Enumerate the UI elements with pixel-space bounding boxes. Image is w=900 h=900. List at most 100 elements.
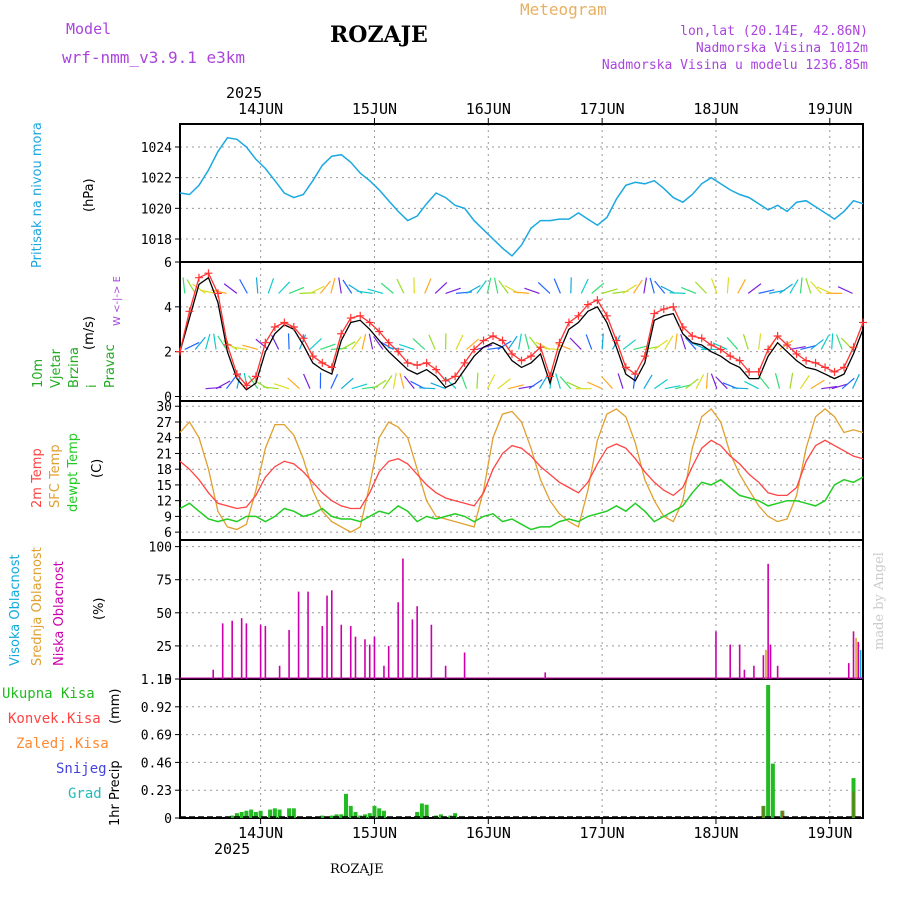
day-label-top: 15JUN bbox=[352, 100, 397, 118]
wind-direction-arrow bbox=[680, 334, 687, 350]
y-tick-label: 6 bbox=[164, 526, 172, 541]
wind-direction-arrow bbox=[455, 334, 464, 350]
wind-direction-arrow bbox=[674, 333, 678, 350]
wind-direction-arrow bbox=[810, 379, 825, 390]
wind-direction-arrow bbox=[559, 376, 572, 390]
wind-direction-arrow bbox=[680, 286, 697, 294]
precip-total-bar bbox=[377, 808, 382, 818]
wind-direction-arrow bbox=[622, 339, 637, 350]
wind-direction-arrow bbox=[205, 333, 211, 350]
precip-total-bar bbox=[253, 811, 258, 818]
wind-direction-arrow bbox=[215, 380, 231, 390]
y-tick-label: 50 bbox=[156, 607, 172, 622]
wind-direction-arrow bbox=[396, 278, 405, 294]
wind-gust-marker bbox=[840, 363, 849, 372]
wind-direction-arrow bbox=[382, 375, 393, 390]
y-tick-label: 15 bbox=[156, 479, 172, 494]
precip-total-bar bbox=[419, 803, 424, 818]
wind-direction-arrow bbox=[223, 283, 238, 294]
wind-gust-marker bbox=[337, 329, 346, 338]
wind-direction-arrow bbox=[580, 278, 589, 294]
wind-direction-arrow bbox=[231, 346, 248, 351]
wind-direction-arrow bbox=[392, 372, 397, 389]
wind-direction-arrow bbox=[831, 333, 834, 350]
temp-2m-line bbox=[179, 439, 864, 510]
y-tick-label: 30 bbox=[156, 400, 172, 415]
wind-direction-arrow bbox=[566, 381, 582, 390]
wind-gust-marker bbox=[669, 302, 678, 311]
cloud-low-bar bbox=[307, 591, 309, 679]
day-label-bottom: 16JUN bbox=[466, 824, 511, 842]
wind-direction-arrow bbox=[444, 376, 457, 390]
wind-gust-marker bbox=[327, 363, 336, 372]
wind-gust-marker bbox=[299, 334, 308, 343]
wind-direction-arrow bbox=[742, 333, 749, 350]
wind-direction-arrow bbox=[303, 373, 311, 389]
wind-direction-arrow bbox=[852, 373, 860, 389]
cloud-low-bar bbox=[430, 624, 433, 679]
wind-direction-arrow bbox=[373, 336, 384, 350]
cloud-low-bar bbox=[240, 618, 243, 679]
cloud-low-bar bbox=[354, 636, 357, 679]
wind-direction-arrow bbox=[553, 278, 561, 294]
wind-direction-arrow bbox=[430, 382, 446, 390]
wind-gust-marker bbox=[650, 309, 659, 318]
wind-direction-arrow bbox=[287, 333, 290, 350]
wind-direction-arrow bbox=[774, 373, 781, 389]
y-tick-label: 0.92 bbox=[141, 701, 172, 716]
wind-gust-marker bbox=[612, 336, 621, 345]
cloud-low-bar bbox=[373, 636, 376, 679]
panel-frame bbox=[179, 539, 864, 680]
wind-direction-arrow bbox=[585, 334, 593, 350]
wind-direction-arrow bbox=[747, 283, 762, 294]
wind-direction-arrow bbox=[309, 337, 322, 350]
precip-total-bar bbox=[766, 685, 771, 818]
panel-frame bbox=[179, 261, 864, 402]
wind-gust-marker bbox=[583, 300, 592, 309]
wind-direction-arrow bbox=[424, 278, 432, 294]
wind-direction-arrow bbox=[632, 279, 643, 294]
wind-direction-arrow bbox=[789, 345, 806, 351]
wind-gust-marker bbox=[849, 343, 858, 352]
precip-total-bar bbox=[239, 811, 244, 818]
cloud-low-bar bbox=[738, 644, 741, 679]
wind-direction-arrow bbox=[217, 335, 227, 350]
wind-direction-arrow bbox=[239, 279, 248, 294]
wind-direction-arrow bbox=[587, 381, 603, 390]
precip-total-bar bbox=[372, 805, 377, 818]
wind-direction-arrow bbox=[715, 376, 728, 390]
day-label-top: 16JUN bbox=[466, 100, 511, 118]
wind-gust-marker bbox=[593, 296, 602, 305]
wind-direction-arrow bbox=[821, 385, 838, 390]
wind-direction-arrow bbox=[226, 375, 237, 390]
wind-gust-marker bbox=[289, 323, 298, 332]
wind-direction-arrow bbox=[192, 283, 206, 294]
wind-gust-marker bbox=[526, 352, 535, 361]
wind-gust-marker bbox=[545, 372, 554, 381]
wind-direction-arrow bbox=[486, 277, 492, 294]
wind-direction-arrow bbox=[810, 339, 824, 350]
wind-direction-arrow bbox=[684, 337, 697, 350]
wind-gust-marker bbox=[764, 345, 773, 354]
wind-direction-arrow bbox=[799, 277, 803, 294]
wind-gust-marker bbox=[308, 352, 317, 361]
wind-gust-marker bbox=[754, 367, 763, 376]
day-label-bottom: 17JUN bbox=[580, 824, 625, 842]
wind-direction-arrow bbox=[726, 337, 739, 350]
station-title: ROZAJE bbox=[330, 22, 428, 48]
wind-direction-arrow bbox=[617, 373, 624, 389]
wind-gust-marker bbox=[232, 370, 241, 379]
cloud-low-bar bbox=[340, 624, 343, 679]
wind-direction-arrow bbox=[710, 278, 718, 294]
wind-direction-arrow bbox=[368, 333, 374, 350]
wind-direction-arrow bbox=[255, 277, 259, 294]
wind-gust-marker bbox=[251, 372, 260, 381]
wind-gust-marker bbox=[460, 358, 469, 367]
wind-direction-arrow bbox=[403, 375, 415, 390]
wind-gust-marker bbox=[574, 311, 583, 320]
wind-gust-marker bbox=[508, 349, 517, 358]
wind-gust-marker bbox=[726, 352, 735, 361]
wind-gust-marker bbox=[783, 340, 792, 349]
wind-direction-arrow bbox=[195, 383, 210, 388]
wind-direction-arrow bbox=[486, 374, 496, 389]
